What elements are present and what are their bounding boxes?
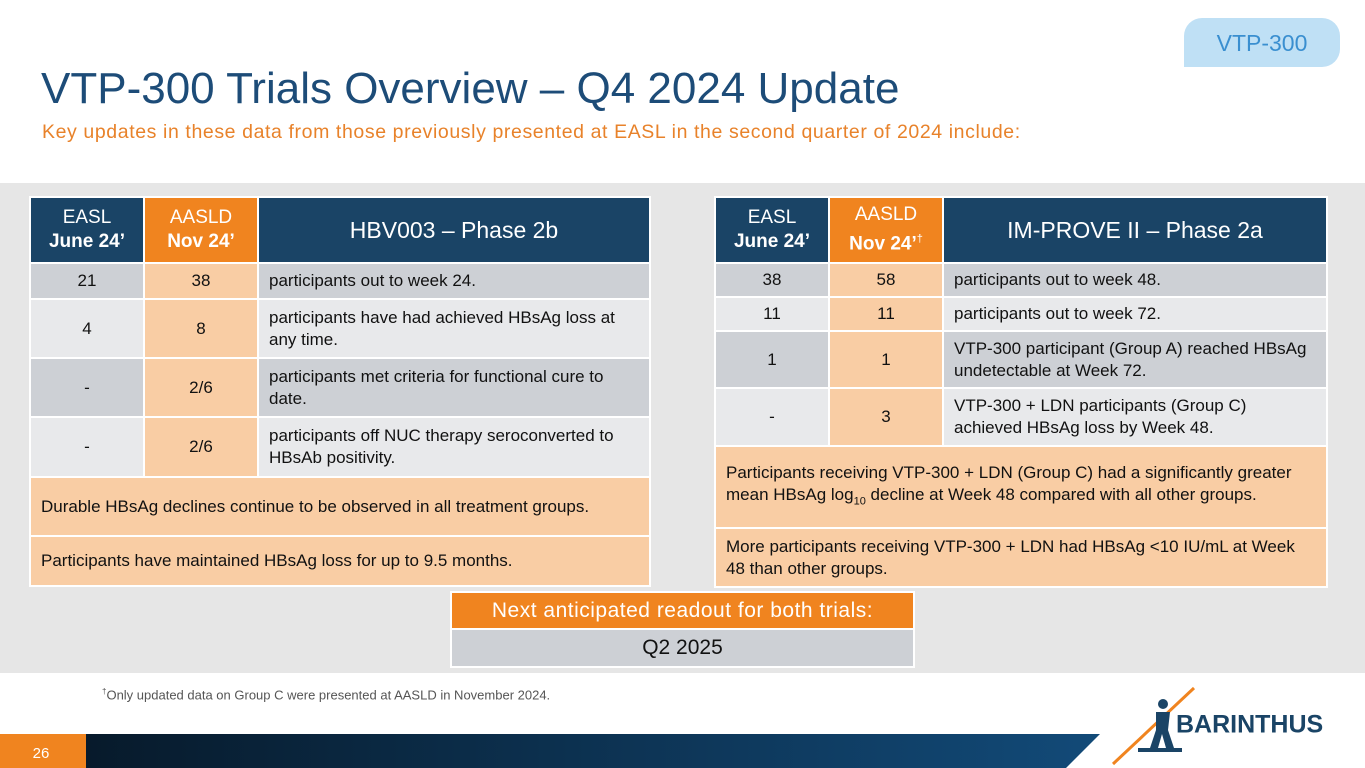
header-text: Nov 24’ (849, 233, 917, 255)
cell: 4 (31, 300, 143, 357)
cell: VTP-300 + LDN participants (Group C) ach… (944, 389, 1326, 445)
next-value: Q2 2025 (452, 630, 913, 666)
cell: 11 (830, 298, 942, 330)
logo: BARINTHUS (1111, 686, 1323, 766)
cell: 3 (830, 389, 942, 445)
cell: 38 (145, 264, 257, 298)
table: EASL June 24’ AASLD Nov 24’† IM-PROVE II –… (714, 196, 1328, 588)
subtitle: Key updates in these data from those pre… (42, 121, 1021, 143)
header-text: AASLD (854, 204, 918, 226)
note-text: decline at Week 48 compared with all oth… (865, 484, 1257, 504)
logo-board (1138, 748, 1182, 752)
cell: 2/6 (145, 418, 257, 476)
header-text: Nov 24’ (167, 231, 235, 252)
cell: participants met criteria for functional… (259, 359, 649, 416)
cell: 21 (31, 264, 143, 298)
logo-paddle (1111, 686, 1196, 766)
header-text: June 24’ (733, 231, 811, 252)
title: VTP-300 Trials Overview – Q4 2024 Update (41, 64, 900, 113)
footnote: †Only updated data on Group C were prese… (102, 687, 550, 702)
note-text: Participants receiving VTP-300 + LDN (Gr… (726, 462, 1292, 504)
logo-figure (1150, 712, 1174, 748)
cell: participants out to week 72. (944, 298, 1326, 330)
tag: VTP-300 (1184, 18, 1340, 67)
cell: 1 (830, 332, 942, 387)
header-cell: HBV003 – Phase 2b (259, 198, 649, 262)
cell: 58 (830, 264, 942, 296)
cell: 11 (716, 298, 828, 330)
cell: participants off NUC therapy seroconvert… (259, 418, 649, 476)
cell: VTP-300 participant (Group A) reached HB… (944, 332, 1326, 387)
footer-bar: 26 (0, 734, 1100, 768)
subscript: 10 (853, 495, 866, 508)
footnote-mark: † (916, 233, 923, 246)
cell: 2/6 (145, 359, 257, 416)
note: Participants have maintained HBsAg loss … (31, 537, 649, 585)
note: Durable HBsAg declines continue to be ob… (31, 478, 649, 535)
header-text: EASL (62, 207, 112, 228)
header-text: AASLD (169, 207, 233, 228)
footer-stripe (86, 734, 1100, 768)
header-cell: IM-PROVE II – Phase 2a (944, 198, 1326, 262)
cell: participants have had achieved HBsAg los… (259, 300, 649, 357)
next-label: Next anticipated readout for both trials… (452, 593, 913, 628)
cell: 1 (716, 332, 828, 387)
cell: - (716, 389, 828, 445)
logo-figure (1158, 699, 1168, 709)
cell: 8 (145, 300, 257, 357)
logo-text: BARINTHUS (1176, 711, 1323, 739)
cell: participants out to week 24. (259, 264, 649, 298)
cell: - (31, 359, 143, 416)
header-cell: AASLD Nov 24’† (830, 198, 942, 262)
note: Participants receiving VTP-300 + LDN (Gr… (716, 447, 1326, 527)
cell: 38 (716, 264, 828, 296)
table: EASL June 24’ AASLD Nov 24’ HBV003 – Phase… (29, 196, 651, 587)
header-cell: EASL June 24’ (31, 198, 143, 262)
header-cell: AASLD Nov 24’ (145, 198, 257, 262)
footnote-mark: † (102, 687, 107, 696)
page-number: 26 (33, 745, 50, 762)
cell: - (31, 418, 143, 476)
footnote-text: Only updated data on Group C were presen… (106, 687, 551, 703)
header-text: June 24’ (48, 231, 126, 252)
next-readout: Next anticipated readout for both trials… (450, 591, 915, 668)
note: More participants receiving VTP-300 + LD… (716, 529, 1326, 586)
cell: participants out to week 48. (944, 264, 1326, 296)
page-box (0, 734, 86, 768)
header-text: EASL (747, 207, 797, 228)
header-cell: EASL June 24’ (716, 198, 828, 262)
